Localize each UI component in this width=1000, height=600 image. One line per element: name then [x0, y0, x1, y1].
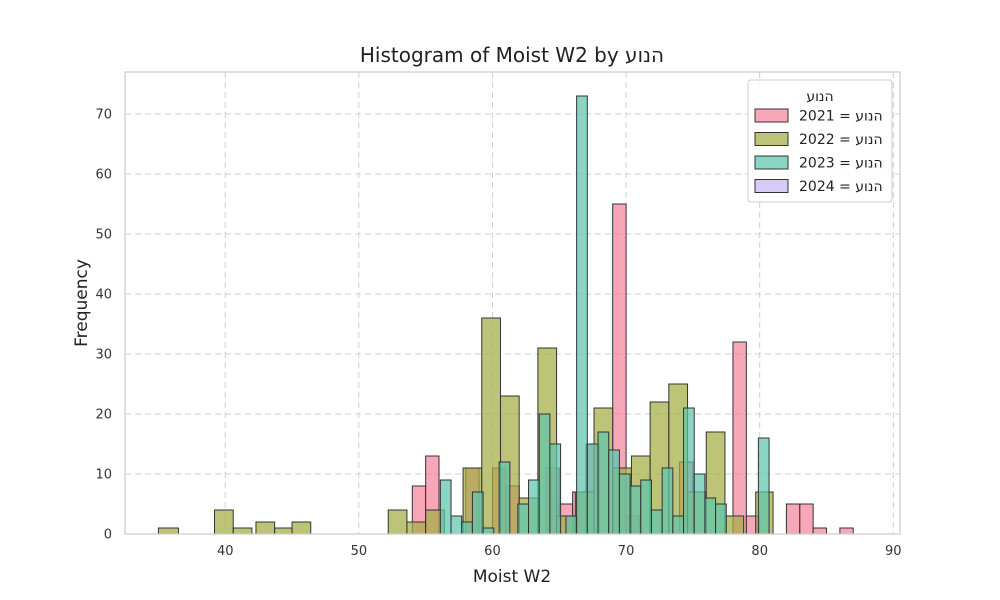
legend: הנוע הנוע = 2021 הנוע = 2022 הנוע = 2023 הנ… — [747, 79, 893, 203]
x-tick-label: 40 — [217, 544, 234, 559]
histogram-bar-series-3 — [661, 467, 674, 535]
histogram-bar-series-3 — [576, 95, 588, 535]
legend-entry-label: הנוע = 2023 — [799, 156, 883, 172]
legend-entry-label: הנוע = 2024 — [799, 179, 883, 195]
histogram-bar-series-3 — [471, 491, 484, 535]
histogram-bar-series-2 — [724, 515, 745, 535]
legend-title: הנוע — [806, 89, 833, 105]
legend-entry-label: הנוע = 2021 — [799, 109, 883, 125]
histogram-bar-series-3 — [683, 407, 695, 535]
histogram-bar-series-3 — [517, 503, 530, 535]
histogram-bar-series-3 — [693, 473, 706, 535]
x-tick-label: 80 — [751, 544, 768, 559]
histogram-bar-series-3 — [629, 485, 642, 535]
histogram-bar-series-3 — [586, 443, 599, 535]
legend-swatch — [754, 132, 789, 146]
histogram-bar-series-3 — [439, 479, 452, 535]
histogram-bar-series-3 — [597, 431, 610, 535]
histogram-bar-series-2 — [387, 509, 408, 535]
histogram-bar-series-1 — [812, 527, 828, 535]
y-tick-label: 40 — [95, 288, 112, 303]
histogram-bar-series-3 — [549, 443, 562, 535]
y-tick-label: 50 — [95, 228, 112, 243]
histogram-bar-series-1 — [799, 503, 814, 535]
legend-swatch — [754, 179, 789, 193]
y-tick-label: 30 — [95, 348, 112, 363]
histogram-bar-series-2 — [214, 509, 234, 535]
histogram-bar-series-2 — [481, 317, 501, 535]
histogram-bar-series-3 — [608, 449, 620, 535]
histogram-bar-series-1 — [732, 341, 747, 535]
plot-frame — [124, 71, 901, 535]
histogram-bar-series-3 — [672, 515, 685, 535]
histogram-bar-series-2 — [291, 521, 312, 535]
histogram-bars — [157, 95, 854, 535]
histogram-bar-series-3 — [640, 479, 652, 535]
y-tick-label: 60 — [95, 168, 112, 183]
legend-entry-label: הנוע = 2022 — [799, 132, 883, 148]
x-tick-label: 60 — [484, 544, 501, 559]
histogram-bar-series-3 — [565, 515, 578, 535]
histogram-bar-series-1 — [785, 503, 801, 535]
histogram-bar-series-1 — [839, 527, 854, 535]
histogram-bar-series-3 — [528, 479, 540, 535]
legend-swatch — [754, 155, 789, 170]
histogram-bar-series-3 — [715, 503, 727, 535]
x-tick-label: 50 — [351, 544, 368, 559]
histogram-bar-series-3 — [757, 437, 770, 535]
histogram-bar-series-3 — [450, 515, 463, 535]
histogram-bar-series-2 — [255, 521, 276, 535]
x-tick-label: 70 — [618, 544, 635, 559]
chart-title: Histogram of Moist W2 by הנוע — [360, 43, 664, 67]
y-tick-label: 20 — [95, 408, 112, 423]
y-tick-label: 10 — [95, 468, 112, 483]
x-axis-label: Moist W2 — [473, 567, 551, 587]
y-tick-label: 0 — [104, 528, 112, 543]
histogram-bar-series-2 — [157, 527, 179, 535]
y-axis-label: Frequency — [72, 259, 92, 347]
legend-swatch — [754, 108, 789, 123]
histogram-bar-series-2 — [274, 527, 293, 535]
histogram-bar-series-3 — [704, 497, 717, 535]
y-tick-label: 70 — [95, 108, 112, 123]
axis-ticks: 40 50 60 70 80 90 0 10 20 30 40 50 60 70 — [95, 108, 901, 560]
histogram-bar-series-3 — [482, 527, 495, 535]
histogram-bar-series-3 — [650, 509, 663, 535]
histogram-bar-series-3 — [618, 473, 631, 535]
histogram-bar-series-3 — [498, 461, 511, 535]
histogram-bar-series-2 — [406, 521, 427, 535]
histogram-bar-series-3 — [461, 521, 473, 535]
histogram-bar-series-3 — [538, 413, 551, 535]
histogram-bar-series-2 — [232, 527, 253, 535]
x-tick-label: 90 — [885, 544, 902, 559]
